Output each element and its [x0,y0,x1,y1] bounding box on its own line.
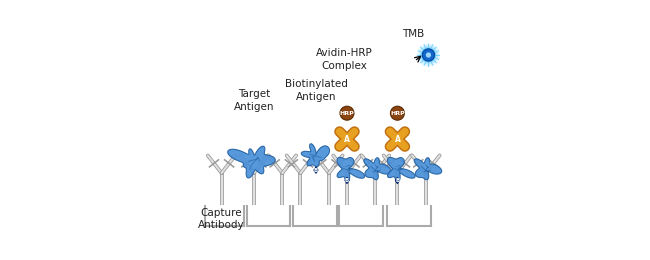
Polygon shape [387,157,415,181]
Polygon shape [337,157,365,181]
Circle shape [421,47,436,63]
Circle shape [426,52,431,58]
Text: A: A [344,135,350,144]
Circle shape [340,106,354,120]
Text: HRP: HRP [390,111,405,116]
Text: Capture
Antibody: Capture Antibody [198,207,245,230]
Text: TMB: TMB [402,29,424,40]
Polygon shape [395,177,400,184]
Polygon shape [345,177,349,184]
Polygon shape [227,146,276,178]
Text: Target
Antigen: Target Antigen [233,89,274,112]
Text: HRP: HRP [339,111,354,116]
Circle shape [391,106,404,120]
Text: Avidin-HRP
Complex: Avidin-HRP Complex [316,48,372,70]
Text: B: B [314,168,318,173]
Circle shape [422,49,435,61]
Text: B: B [395,178,400,183]
Circle shape [417,43,440,67]
Polygon shape [314,167,318,173]
Text: A: A [395,135,400,144]
Polygon shape [414,158,442,180]
Polygon shape [302,144,330,167]
Circle shape [419,46,438,64]
Text: Biotinylated
Antigen: Biotinylated Antigen [285,79,347,102]
Text: B: B [345,178,349,183]
Polygon shape [364,158,391,180]
